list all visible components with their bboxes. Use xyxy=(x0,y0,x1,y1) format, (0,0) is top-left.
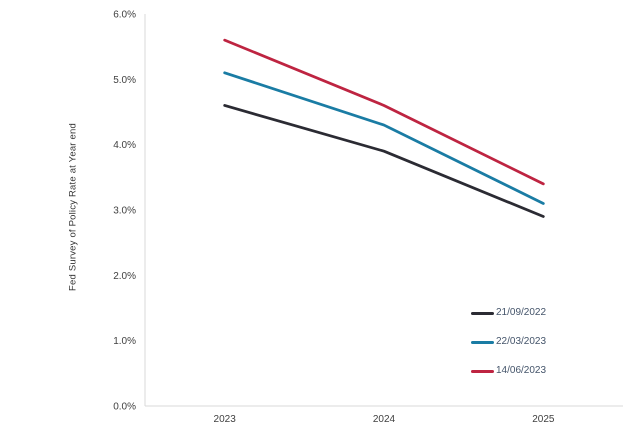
y-tick-label: 5.0% xyxy=(113,75,136,86)
legend-label: 22/03/2023 xyxy=(496,336,547,347)
x-tick-label: 2024 xyxy=(373,414,396,425)
x-tick-label: 2023 xyxy=(214,414,237,425)
y-tick-label: 6.0% xyxy=(113,10,136,21)
y-tick-label: 4.0% xyxy=(113,140,136,151)
y-tick-label: 0.0% xyxy=(113,402,136,413)
legend-item: 14/06/2023 xyxy=(471,365,546,377)
x-tick-label: 2025 xyxy=(532,414,555,425)
legend-line-swatch xyxy=(471,369,494,373)
y-tick-label: 1.0% xyxy=(113,336,136,347)
series-line-14/06/2023 xyxy=(223,38,545,186)
legend-line-swatch xyxy=(471,311,494,315)
legend-label: 14/06/2023 xyxy=(496,365,547,376)
legend-line-swatch xyxy=(471,340,494,344)
legend: 21/09/2022 22/03/2023 14/06/2023 xyxy=(471,307,546,394)
y-tick-label: 3.0% xyxy=(113,206,136,217)
legend-label: 21/09/2022 xyxy=(496,307,547,318)
series-line-22/03/2023 xyxy=(223,71,545,205)
y-tick-label: 2.0% xyxy=(113,271,136,282)
series-line-21/09/2022 xyxy=(223,104,545,218)
legend-item: 22/03/2023 xyxy=(471,336,546,348)
y-axis-title: Fed Survey of Policy Rate at Year end xyxy=(67,123,79,291)
legend-item: 21/09/2022 xyxy=(471,307,546,319)
